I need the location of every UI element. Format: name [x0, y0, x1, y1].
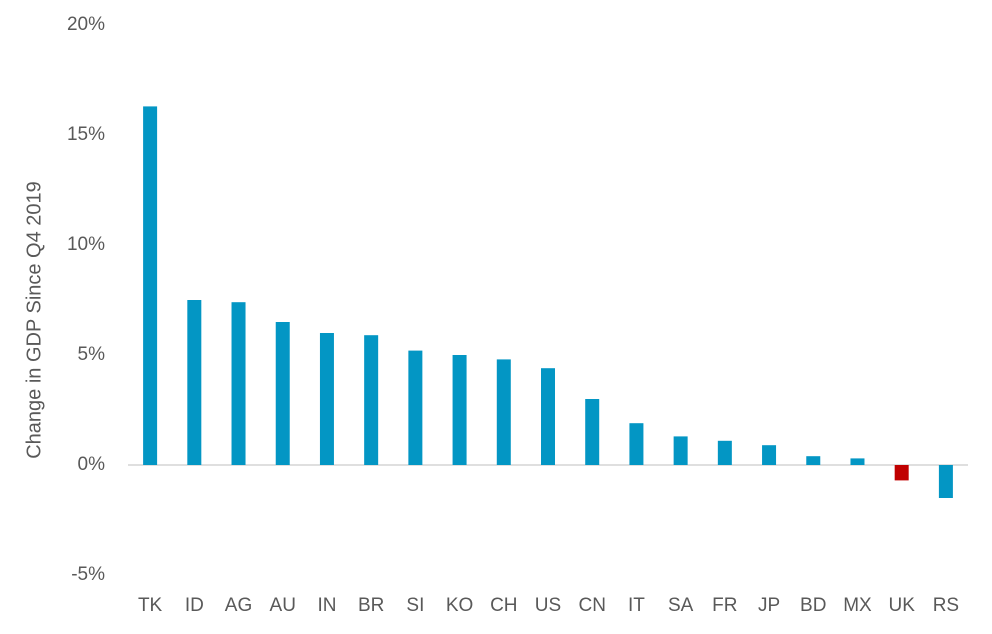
x-tick-label: KO — [446, 595, 473, 616]
x-tick-label: UK — [888, 595, 915, 616]
x-tick-label: ID — [185, 595, 204, 616]
x-tick-label: US — [535, 595, 561, 616]
bar — [408, 350, 423, 465]
y-tick-label: 5% — [78, 344, 106, 365]
x-tick-label: CH — [490, 595, 517, 616]
x-tick-label: IT — [628, 595, 645, 616]
bar — [806, 456, 821, 465]
bar — [585, 399, 600, 465]
bar — [231, 302, 246, 465]
y-tick-label: 20% — [67, 14, 105, 35]
x-tick-label: JP — [758, 595, 780, 616]
bar — [629, 423, 644, 465]
x-tick-label: BR — [358, 595, 384, 616]
bar — [275, 322, 290, 465]
x-tick-label: MX — [843, 595, 872, 616]
bar — [717, 440, 732, 465]
bar — [452, 355, 467, 465]
x-tick-label: AG — [225, 595, 252, 616]
x-tick-label: FR — [712, 595, 737, 616]
x-tick-label: AU — [270, 595, 296, 616]
x-tick-label: CN — [578, 595, 605, 616]
x-tick-label: BD — [800, 595, 826, 616]
bar — [319, 333, 334, 465]
bar — [143, 106, 158, 466]
bar — [541, 368, 555, 465]
y-tick-label: 10% — [67, 234, 105, 255]
bar — [894, 465, 909, 481]
bar — [496, 359, 511, 465]
bar — [187, 300, 202, 465]
x-tick-label: TK — [138, 595, 163, 616]
bar — [938, 465, 953, 498]
bar — [850, 458, 865, 465]
y-tick-label: 0% — [78, 454, 106, 475]
y-axis-title: Change in GDP Since Q4 2019 — [23, 181, 45, 459]
bar — [364, 335, 379, 465]
bar — [762, 445, 777, 465]
bar — [673, 436, 688, 465]
x-tick-label: SA — [668, 595, 694, 616]
x-tick-label: IN — [317, 595, 336, 616]
y-tick-label: -5% — [71, 564, 105, 585]
x-tick-label: SI — [406, 595, 424, 616]
y-tick-label: 15% — [67, 124, 105, 145]
x-tick-label: RS — [933, 595, 959, 616]
